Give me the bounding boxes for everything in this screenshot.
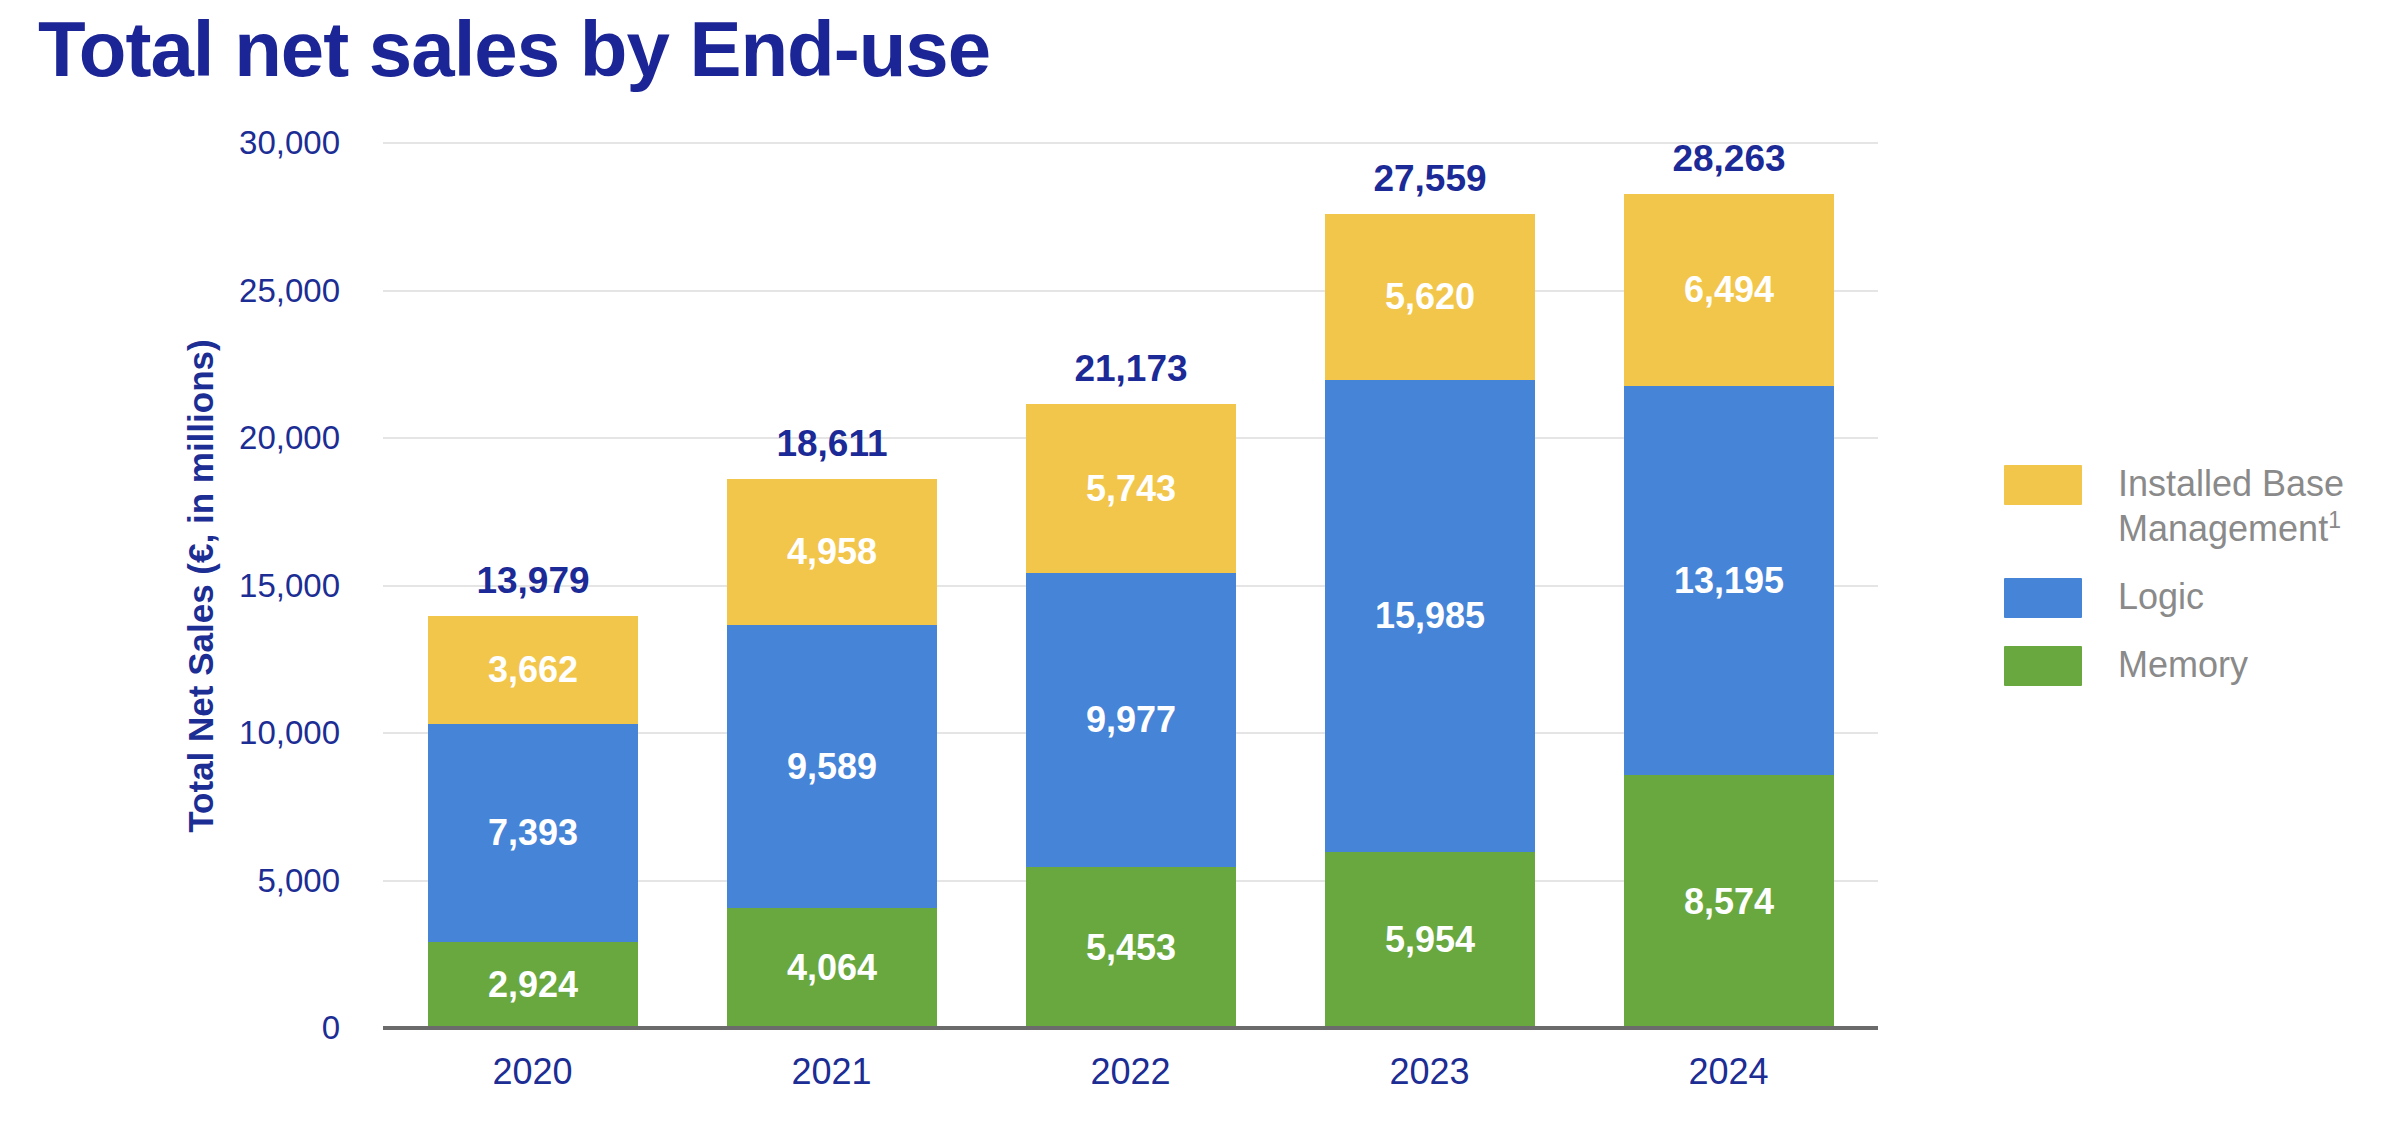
legend-swatch-memory [2004,646,2082,686]
bar-segment-memory-2021: 4,064 [727,908,937,1028]
x-tick-label: 2021 [682,1050,981,1094]
legend-item-logic: Logic [2004,575,2398,619]
y-tick-label: 25,000 [120,269,340,313]
bar-segment-memory-2022: 5,453 [1026,867,1236,1028]
bar-segment-memory-2024: 8,574 [1624,775,1834,1028]
bar-segment-value: 5,954 [1385,919,1475,961]
legend-swatch-logic [2004,578,2082,618]
bar-segment-value: 3,662 [488,649,578,691]
bar-segment-logic-2024: 13,195 [1624,386,1834,775]
bar-segment-logic-2020: 7,393 [428,724,638,942]
bar-segment-installed-base-management-2024: 6,494 [1624,194,1834,386]
bar-segment-installed-base-management-2021: 4,958 [727,479,937,625]
bar-total-label: 13,979 [333,558,733,604]
legend: Installed Base Management1 Logic Memory [2004,462,2398,687]
y-tick-label: 20,000 [120,416,340,460]
bar-total-label: 28,263 [1529,136,1929,182]
bar-segment-value: 9,977 [1086,699,1176,741]
bar-segment-value: 5,743 [1086,468,1176,510]
bar-segment-value: 9,589 [787,746,877,788]
bar-2024: 8,574 13,195 6,494 [1624,194,1834,1028]
bar-2021: 4,064 9,589 4,958 [727,479,937,1028]
y-tick-label: 5,000 [120,859,340,903]
legend-label-logic: Logic [2118,575,2398,619]
y-tick-label: 30,000 [120,121,340,165]
bar-segment-value: 4,958 [787,531,877,573]
bar-segment-value: 13,195 [1674,560,1784,602]
bar-segment-installed-base-management-2023: 5,620 [1325,214,1535,380]
bar-segment-value: 4,064 [787,947,877,989]
bar-segment-memory-2023: 5,954 [1325,852,1535,1028]
bar-segment-logic-2021: 9,589 [727,625,937,908]
x-tick-label: 2023 [1280,1050,1579,1094]
bar-segment-logic-2022: 9,977 [1026,573,1236,867]
y-tick-label: 0 [120,1006,340,1050]
x-tick-label: 2020 [383,1050,682,1094]
bar-segment-value: 6,494 [1684,269,1774,311]
bar-total-label: 18,611 [632,421,1032,467]
bar-segment-logic-2023: 15,985 [1325,380,1535,852]
x-tick-label: 2024 [1579,1050,1878,1094]
bar-segment-value: 2,924 [488,964,578,1006]
chart-canvas: Total net sales by End-use Total Net Sal… [0,0,2398,1138]
legend-label-memory: Memory [2118,643,2398,687]
legend-item-installed-base-management: Installed Base Management1 [2004,462,2398,551]
bar-segment-value: 5,453 [1086,927,1176,969]
bar-2020: 2,924 7,393 3,662 [428,616,638,1028]
x-axis-line [383,1026,1878,1030]
y-tick-label: 15,000 [120,564,340,608]
legend-label-installed-base-management: Installed Base Management1 [2118,462,2398,551]
bar-segment-installed-base-management-2022: 5,743 [1026,404,1236,573]
bar-segment-memory-2020: 2,924 [428,942,638,1028]
y-tick-label: 10,000 [120,711,340,755]
page-title: Total net sales by End-use [38,4,990,95]
legend-swatch-installed-base-management [2004,465,2082,505]
bar-total-label: 21,173 [931,346,1331,392]
legend-item-memory: Memory [2004,643,2398,687]
bar-segment-installed-base-management-2020: 3,662 [428,616,638,724]
bar-2022: 5,453 9,977 5,743 [1026,404,1236,1028]
x-tick-label: 2022 [981,1050,1280,1094]
bar-segment-value: 15,985 [1375,595,1485,637]
bar-segment-value: 7,393 [488,812,578,854]
bar-segment-value: 5,620 [1385,276,1475,318]
bar-2023: 5,954 15,985 5,620 [1325,214,1535,1028]
bar-segment-value: 8,574 [1684,881,1774,923]
